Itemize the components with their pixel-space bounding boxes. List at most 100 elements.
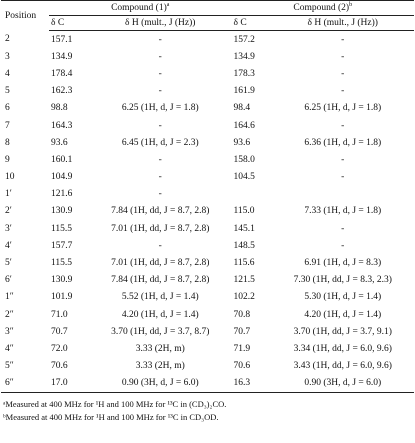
shift-cell: 70.7 <box>51 326 68 337</box>
position-cell: 1″ <box>5 292 14 303</box>
shift-cell: - <box>158 240 162 251</box>
shift-cell: 93.6 <box>51 137 68 148</box>
table-row: 4 178.4 - 178.3 - <box>1 65 414 82</box>
shift-cell: 6.36 (1H, d, J = 1.8) <box>304 137 382 148</box>
shift-cell: - <box>341 68 345 79</box>
position-cell: 2 <box>5 34 10 45</box>
shift-cell: - <box>158 34 162 45</box>
shift-cell: 3.33 (2H, m) <box>135 361 185 372</box>
table-row: 3″ 70.7 3.70 (1H, dd, J = 3.7, 8.7) 70.7 3.7… <box>1 323 414 340</box>
position-cell: 5′ <box>5 258 12 269</box>
shift-cell: 72.0 <box>51 343 68 354</box>
position-cell: 3″ <box>5 326 14 337</box>
shift-cell: 3.70 (1H, dd, J = 3.7, 8.7) <box>111 326 210 337</box>
shift-cell: 115.0 <box>233 206 255 217</box>
compound-title: Compound (1) <box>111 3 167 14</box>
shift-cell: - <box>158 189 162 200</box>
shift-cell: 121.5 <box>233 275 255 286</box>
table-row: 1″ 101.9 5.52 (1H, d, J = 1.4) 102.2 5.30 (1… <box>1 289 414 306</box>
shift-cell: 7.84 (1H, dd, J = 8.7, 2.8) <box>111 275 210 286</box>
shift-cell: 5.52 (1H, d, J = 1.4) <box>121 292 199 303</box>
shift-cell: - <box>158 154 162 165</box>
shift-cell: 4.20 (1H, d, J = 1.4) <box>121 309 199 320</box>
table-row: 2′ 130.9 7.84 (1H, dd, J = 8.7, 2.8) 115.0 7… <box>1 203 414 220</box>
shift-cell: 148.5 <box>233 240 255 251</box>
column-header: δ H (mult., J (Hz)) <box>89 15 232 31</box>
table-row: 9 160.1 - 158.0 - <box>1 151 414 168</box>
position-cell: 4 <box>5 68 10 79</box>
footnote-marker: a <box>166 2 170 9</box>
shift-cell: 3.34 (1H, dd, J = 6.0, 9.6) <box>293 343 392 354</box>
position-cell: 6 <box>5 103 10 114</box>
shift-cell: 7.84 (1H, dd, J = 8.7, 2.8) <box>111 206 210 217</box>
shift-cell: 5.30 (1H, d, J = 1.4) <box>304 292 382 303</box>
table-row: 6′ 130.9 7.84 (1H, dd, J = 8.7, 2.8) 121.5 7… <box>1 272 414 289</box>
shift-cell: 115.6 <box>233 258 255 269</box>
nmr-table: Position Compound (1)a Compound (2)b δ C… <box>1 0 414 393</box>
shift-cell: 7.01 (1H, dd, J = 8.7, 2.8) <box>111 223 210 234</box>
position-cell: 6″ <box>1 374 49 393</box>
shift-cell: 178.4 <box>51 68 73 79</box>
shift-cell: 16.3 <box>231 374 272 393</box>
shift-cell: 4.20 (1H, d, J = 1.4) <box>304 309 382 320</box>
shift-cell: 70.8 <box>233 309 251 320</box>
table-row: 2″ 71.0 4.20 (1H, d, J = 1.4) 70.8 4.20 (1H,… <box>1 306 414 323</box>
position-cell: 4′ <box>5 240 12 251</box>
shift-cell: 0.90 (3H, d, J = 6.0) <box>89 374 232 393</box>
shift-cell: 161.9 <box>233 86 255 97</box>
table-row: 5″ 70.6 3.33 (2H, m) 70.6 3.43 (1H, dd, J = … <box>1 358 414 375</box>
shift-cell: 7.33 (1H, d, J = 1.8) <box>304 206 382 217</box>
shift-cell: 70.7 <box>233 326 251 337</box>
footnote: ᵇMeasured at 400 MHz for ¹H and 100 MHz … <box>3 411 219 422</box>
shift-cell: 134.9 <box>51 51 73 62</box>
shift-cell: 3.70 (1H, dd, J = 3.7, 9.1) <box>293 326 392 337</box>
position-cell: 3 <box>5 51 10 62</box>
position-cell: 6′ <box>5 275 12 286</box>
table-row: 6 98.8 6.25 (1H, d, J = 1.8) 98.4 6.25 (1H, … <box>1 100 414 117</box>
position-cell: 4″ <box>5 343 14 354</box>
table-row: 4″ 72.0 3.33 (2H, m) 71.9 3.34 (1H, dd, J = … <box>1 340 414 357</box>
table-row: 3 134.9 - 134.9 - <box>1 48 414 65</box>
shift-cell: - <box>341 51 345 62</box>
position-cell: 5 <box>5 86 10 97</box>
table-row: 5′ 115.5 7.01 (1H, dd, J = 8.7, 2.8) 115.6 6… <box>1 254 414 271</box>
position-cell: 10 <box>5 172 15 183</box>
table-row: 4′ 157.7 - 148.5 - <box>1 237 414 254</box>
table-row: 1′ 121.6 - <box>1 186 414 203</box>
shift-cell: - <box>341 172 345 183</box>
shift-cell: 6.91 (1H, d, J = 8.3) <box>304 258 382 269</box>
position-cell: 2′ <box>5 206 12 217</box>
shift-cell: 178.3 <box>233 68 255 79</box>
shift-cell: 145.1 <box>233 223 255 234</box>
shift-cell: 164.6 <box>233 120 255 131</box>
shift-cell: - <box>341 154 345 165</box>
table-row: 8 93.6 6.45 (1H, d, J = 2.3) 93.6 6.36 (1H, … <box>1 134 414 151</box>
shift-cell: 164.3 <box>51 120 73 131</box>
shift-cell: - <box>341 34 345 45</box>
shift-cell: - <box>158 51 162 62</box>
table-header: Position Compound (1)a Compound (2)b δ C… <box>1 0 414 31</box>
shift-cell: 104.5 <box>233 172 255 183</box>
compound-header: Compound (2)b <box>231 0 414 16</box>
shift-cell: 17.0 <box>49 374 89 393</box>
position-cell: 8 <box>5 137 10 148</box>
shift-cell <box>272 186 415 203</box>
table-row: 3′ 115.5 7.01 (1H, dd, J = 8.7, 2.8) 145.1 - <box>1 220 414 237</box>
shift-cell: 71.0 <box>51 309 68 320</box>
shift-cell: 158.0 <box>233 154 255 165</box>
shift-cell: - <box>341 223 345 234</box>
table-row: 7 164.3 - 164.6 - <box>1 117 414 134</box>
shift-cell: 104.9 <box>51 172 73 183</box>
shift-cell: 162.3 <box>51 86 73 97</box>
shift-cell: 6.25 (1H, d, J = 1.8) <box>121 103 199 114</box>
shift-cell: 115.5 <box>51 223 73 234</box>
compound-title: Compound (2) <box>293 3 350 14</box>
column-header: δ C <box>231 15 272 31</box>
shift-cell: 93.6 <box>233 137 251 148</box>
shift-cell: 3.33 (2H, m) <box>135 343 185 354</box>
shift-cell: 7.01 (1H, dd, J = 8.7, 2.8) <box>111 258 210 269</box>
shift-cell: - <box>158 68 162 79</box>
shift-cell: - <box>158 120 162 131</box>
